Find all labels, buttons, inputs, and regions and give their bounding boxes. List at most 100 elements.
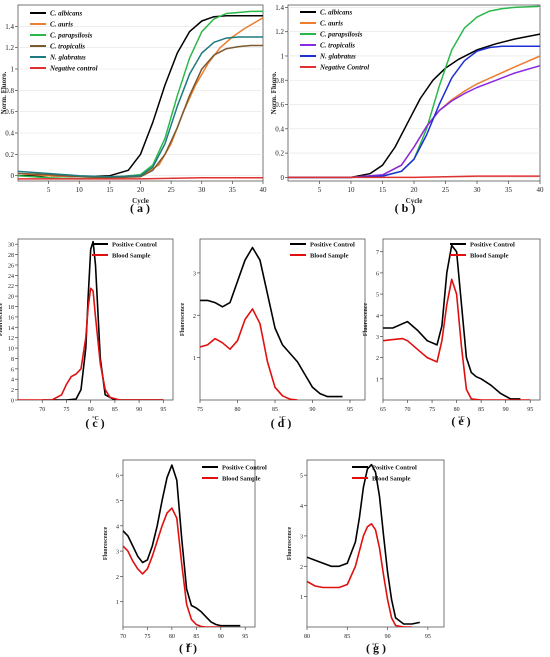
y-axis-label: Fluorescence bbox=[287, 527, 293, 561]
legend-label: C. auris bbox=[50, 21, 73, 29]
plot-frame bbox=[17, 238, 174, 401]
x-tick-label: 20 bbox=[137, 186, 145, 194]
y-tick-label: 0.6 bbox=[5, 108, 14, 116]
y-tick-label: 4 bbox=[11, 378, 14, 384]
series-line-c-albicans bbox=[18, 14, 263, 178]
x-tick-label: 80 bbox=[169, 634, 175, 640]
x-tick-label: 75 bbox=[144, 634, 150, 640]
series-line-positive-control bbox=[307, 463, 420, 625]
panel-d: 75 80 85 90 95 1 2 3 °C Fluorescence Positive Cont… bbox=[180, 238, 366, 430]
legend-label: Positive Control bbox=[310, 242, 355, 249]
legend-label: N. glabratus bbox=[49, 54, 86, 62]
y-tick-label: 2 bbox=[11, 388, 14, 394]
y-tick-label: 1 bbox=[11, 66, 15, 74]
plot-frame bbox=[306, 459, 445, 628]
y-tick-label: 0 bbox=[11, 172, 15, 180]
x-tick-label: 85 bbox=[478, 407, 484, 413]
x-tick-label: 40 bbox=[260, 186, 268, 194]
y-tick-label: 22 bbox=[8, 284, 14, 290]
y-tick-label: 0.6 bbox=[275, 101, 284, 109]
y-axis-label: Norm. Fluoro. bbox=[270, 71, 278, 114]
y-tick-label: 14 bbox=[8, 326, 14, 332]
y-tick-label: 24 bbox=[8, 274, 14, 280]
y-tick-label: 30 bbox=[8, 243, 14, 249]
y-tick-label: 5 bbox=[300, 474, 303, 480]
y-tick-label: 6 bbox=[116, 474, 119, 480]
y-tick-label: 1 bbox=[281, 52, 285, 60]
x-tick-label: 95 bbox=[160, 407, 166, 413]
legend-label: Blood Sample bbox=[372, 476, 411, 483]
y-tick-label: 18 bbox=[8, 305, 14, 311]
y-tick-label: 4 bbox=[116, 524, 119, 530]
x-tick-label: 95 bbox=[242, 634, 248, 640]
y-tick-label: 3 bbox=[376, 335, 379, 341]
panel-caption: ( g ) bbox=[366, 641, 386, 655]
y-tick-label: 0.8 bbox=[275, 77, 284, 85]
x-tick-label: 85 bbox=[112, 407, 118, 413]
x-tick-label: 40 bbox=[537, 186, 545, 194]
series-line-positive-control bbox=[42, 240, 164, 400]
x-tick-label: 95 bbox=[347, 407, 353, 413]
panel-b: 5 10 15 20 25 30 35 40 0 0.2 0.4 0.6 0.8 1 1.2 1.4 Cycle… bbox=[270, 4, 544, 215]
y-tick-label: 28 bbox=[8, 253, 14, 259]
legend-label: Negative control bbox=[49, 65, 98, 73]
panel-a: 5 10 15 20 25 30 35 40 0 0.2 0.4 0.6 0.8 1 1.2 1.4 Cycle… bbox=[0, 4, 268, 215]
panel-caption: ( c ) bbox=[85, 416, 104, 430]
y-tick-label: 8 bbox=[11, 357, 14, 363]
legend-label: Blood Sample bbox=[222, 476, 261, 483]
plot-frame bbox=[382, 238, 541, 401]
legend-label: Negative Control bbox=[319, 64, 369, 72]
legend-label: C. parapsilosis bbox=[320, 31, 363, 39]
legend-label: C. albicans bbox=[320, 9, 353, 17]
panel-caption: ( b ) bbox=[395, 201, 416, 215]
series-line-positive-control bbox=[200, 246, 343, 398]
legend-label: C. parapsilosis bbox=[50, 32, 93, 40]
y-tick-label: 1.2 bbox=[5, 44, 14, 52]
x-tick-label: 85 bbox=[272, 407, 278, 413]
series-line-positive-control bbox=[383, 244, 521, 400]
panel-caption: ( e ) bbox=[451, 414, 470, 428]
x-tick-label: 30 bbox=[474, 186, 482, 194]
y-tick-label: 4 bbox=[376, 314, 379, 320]
legend-label: N. glabratus bbox=[319, 53, 356, 61]
y-tick-label: 3 bbox=[300, 534, 303, 540]
x-tick-label: 25 bbox=[442, 186, 450, 194]
y-tick-label: 0 bbox=[281, 174, 285, 182]
x-tick-label: 75 bbox=[63, 407, 69, 413]
y-tick-label: 1.4 bbox=[275, 4, 284, 12]
x-tick-label: 70 bbox=[405, 407, 411, 413]
y-tick-label: 2 bbox=[300, 565, 303, 571]
x-tick-label: 75 bbox=[429, 407, 435, 413]
x-tick-label: 70 bbox=[120, 634, 126, 640]
legend-label: Positive Control bbox=[470, 242, 515, 249]
series-line-blood-sample bbox=[383, 278, 531, 400]
panel-c: 70 75 80 85 90 95024681012141618202224262830°… bbox=[0, 238, 174, 430]
y-tick-label: 1.2 bbox=[275, 28, 284, 36]
x-tick-label: 15 bbox=[106, 186, 114, 194]
y-tick-label: 12 bbox=[8, 336, 14, 342]
x-axis-label: Cycle bbox=[132, 197, 149, 205]
x-tick-label: 80 bbox=[454, 407, 460, 413]
y-tick-label: 0.4 bbox=[275, 125, 284, 133]
y-tick-label: 2 bbox=[376, 356, 379, 362]
x-tick-label: 35 bbox=[505, 186, 513, 194]
panel-caption: ( d ) bbox=[271, 416, 292, 430]
x-tick-label: 5 bbox=[47, 186, 51, 194]
x-tick-label: 20 bbox=[411, 186, 419, 194]
x-axis-label: Cycle bbox=[406, 197, 423, 205]
series-line-negative-control bbox=[288, 175, 540, 179]
y-tick-label: 0.2 bbox=[5, 151, 14, 159]
series-line-n-glabratus bbox=[288, 45, 540, 179]
x-axis-label: °C bbox=[279, 415, 286, 422]
y-axis-label: Fluorescence bbox=[180, 303, 186, 337]
legend-label: Blood Sample bbox=[470, 253, 509, 260]
legend-label: Blood Sample bbox=[310, 253, 349, 260]
x-tick-label: 15 bbox=[379, 186, 387, 194]
y-tick-label: 2 bbox=[193, 314, 196, 320]
x-tick-label: 35 bbox=[229, 186, 237, 194]
y-tick-label: 0.8 bbox=[5, 87, 14, 95]
x-tick-label: 90 bbox=[218, 634, 224, 640]
x-tick-label: 85 bbox=[193, 634, 199, 640]
x-tick-label: 30 bbox=[198, 186, 206, 194]
x-tick-label: 5 bbox=[318, 186, 322, 194]
